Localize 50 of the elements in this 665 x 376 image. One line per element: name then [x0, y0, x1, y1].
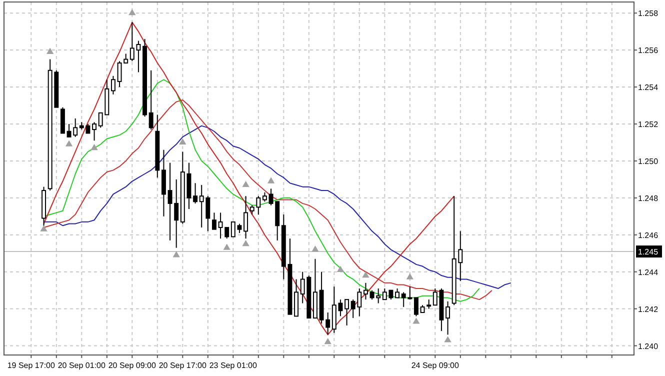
- x-tick-label: 20 Sep 01:00: [58, 361, 106, 370]
- point: [179, 138, 186, 145]
- point: [172, 251, 180, 258]
- candlestick: [426, 299, 432, 310]
- y-tick-label: 1.258: [638, 9, 659, 18]
- point: [242, 240, 250, 246]
- point: [324, 338, 332, 344]
- point: [406, 273, 414, 280]
- x-tick-label: 23 Sep 01:00: [209, 361, 258, 370]
- point: [128, 8, 136, 16]
- candlestick: [212, 212, 216, 230]
- point: [312, 246, 319, 252]
- y-tick-label: 1.242: [638, 304, 659, 314]
- line-series: [43, 125, 512, 289]
- point: [336, 266, 344, 272]
- candlestick: [363, 282, 368, 300]
- x-tick-label: 20 Sep 09:00: [108, 361, 156, 370]
- x-tick-label: 24 Sep 09:00: [411, 361, 460, 370]
- y-tick-label: 1.256: [638, 46, 659, 56]
- line-series: [43, 22, 455, 336]
- point: [242, 180, 250, 188]
- ref-line-label: 1.245: [638, 248, 659, 257]
- candlestick: [92, 122, 97, 142]
- y-tick-label: 1.250: [638, 156, 659, 166]
- x-tick-label: 20 Sep 17:00: [158, 361, 207, 370]
- y-tick-label: 1.254: [638, 83, 659, 92]
- candlestick: [395, 288, 400, 298]
- point: [362, 271, 370, 278]
- y-tick-label: 1.244: [638, 268, 659, 277]
- point: [46, 48, 54, 54]
- point: [40, 225, 48, 232]
- point: [412, 318, 420, 324]
- candlestick: [446, 300, 450, 336]
- candlestick: [414, 297, 418, 317]
- point: [223, 244, 230, 250]
- y-tick-label: 1.248: [638, 194, 659, 203]
- candlestick: [110, 75, 116, 95]
- y-tick-label: 1.240: [638, 342, 659, 351]
- candlestick: [344, 299, 350, 326]
- candlestick: [193, 182, 198, 204]
- y-tick-label: 1.252: [638, 120, 659, 129]
- y-tick-label: 1.246: [638, 230, 659, 240]
- candlestick: [244, 196, 248, 240]
- x-tick-label: 19 Sep 17:00: [7, 361, 56, 370]
- point: [267, 177, 275, 184]
- point: [90, 144, 98, 150]
- point: [444, 336, 452, 342]
- candlestick: [262, 192, 267, 202]
- point: [65, 140, 73, 146]
- candlestick: [148, 70, 154, 130]
